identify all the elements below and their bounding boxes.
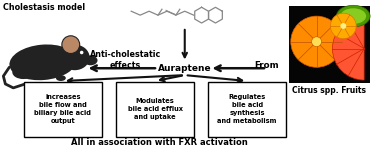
Circle shape <box>62 36 80 53</box>
FancyBboxPatch shape <box>208 82 287 137</box>
Ellipse shape <box>9 44 77 80</box>
Text: Citrus spp. Fruits: Citrus spp. Fruits <box>293 86 366 95</box>
Text: Auraptene: Auraptene <box>158 64 212 73</box>
Text: From: From <box>254 61 279 70</box>
Text: Modulates
bile acid efflux
and uptake: Modulates bile acid efflux and uptake <box>127 98 183 120</box>
Circle shape <box>311 37 322 47</box>
Ellipse shape <box>12 65 34 79</box>
Text: Anti-cholestatic
effects: Anti-cholestatic effects <box>90 50 161 70</box>
Circle shape <box>80 51 84 54</box>
Wedge shape <box>332 17 364 80</box>
FancyBboxPatch shape <box>116 82 194 137</box>
Ellipse shape <box>340 8 366 24</box>
FancyBboxPatch shape <box>24 82 102 137</box>
Circle shape <box>330 13 356 39</box>
Text: increases
bile flow and
biliary bile acid
output: increases bile flow and biliary bile aci… <box>34 94 91 124</box>
Ellipse shape <box>56 75 66 81</box>
FancyBboxPatch shape <box>289 6 370 83</box>
Ellipse shape <box>60 45 90 70</box>
Text: Regulates
bile acid
synthesis
and metabolism: Regulates bile acid synthesis and metabo… <box>217 94 277 124</box>
Ellipse shape <box>336 5 370 27</box>
Text: Cholestasis model: Cholestasis model <box>3 3 85 12</box>
Circle shape <box>340 23 346 29</box>
Circle shape <box>291 16 342 67</box>
Ellipse shape <box>84 55 98 65</box>
Text: All in association with FXR activation: All in association with FXR activation <box>71 138 247 147</box>
